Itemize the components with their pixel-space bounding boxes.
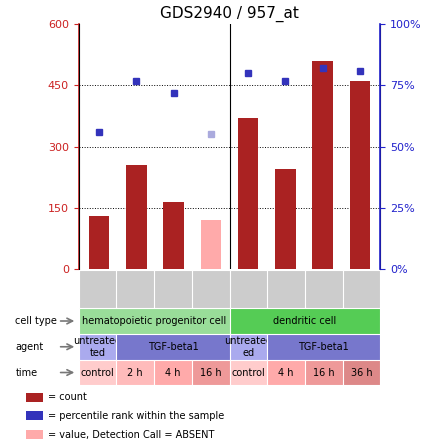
Bar xyxy=(238,118,258,269)
Text: hematopoietic progenitor cell: hematopoietic progenitor cell xyxy=(82,316,226,326)
Text: TGF-beta1: TGF-beta1 xyxy=(147,342,198,352)
Text: 4 h: 4 h xyxy=(165,368,181,377)
Text: 4 h: 4 h xyxy=(278,368,294,377)
Text: 16 h: 16 h xyxy=(200,368,221,377)
Text: 36 h: 36 h xyxy=(351,368,372,377)
Bar xyxy=(275,169,296,269)
Text: 2 h: 2 h xyxy=(128,368,143,377)
Text: = value, Detection Call = ABSENT: = value, Detection Call = ABSENT xyxy=(48,430,215,440)
Text: control: control xyxy=(232,368,265,377)
Text: cell type: cell type xyxy=(15,316,57,326)
Text: dendritic cell: dendritic cell xyxy=(273,316,337,326)
Text: 16 h: 16 h xyxy=(313,368,334,377)
Bar xyxy=(201,220,221,269)
Bar xyxy=(163,202,184,269)
Bar xyxy=(89,216,109,269)
Bar xyxy=(26,430,42,439)
Text: agent: agent xyxy=(15,342,44,352)
Text: TGF-beta1: TGF-beta1 xyxy=(298,342,349,352)
Text: untreated
ed: untreated ed xyxy=(224,336,272,357)
Bar xyxy=(350,81,370,269)
Text: = percentile rank within the sample: = percentile rank within the sample xyxy=(48,411,225,421)
Text: control: control xyxy=(81,368,114,377)
Bar xyxy=(126,165,147,269)
Bar xyxy=(312,61,333,269)
Bar xyxy=(26,392,42,401)
Text: untreated
ted: untreated ted xyxy=(74,336,122,357)
Title: GDS2940 / 957_at: GDS2940 / 957_at xyxy=(160,5,299,22)
Bar xyxy=(26,412,42,420)
Text: = count: = count xyxy=(48,392,87,402)
Text: time: time xyxy=(15,368,37,377)
